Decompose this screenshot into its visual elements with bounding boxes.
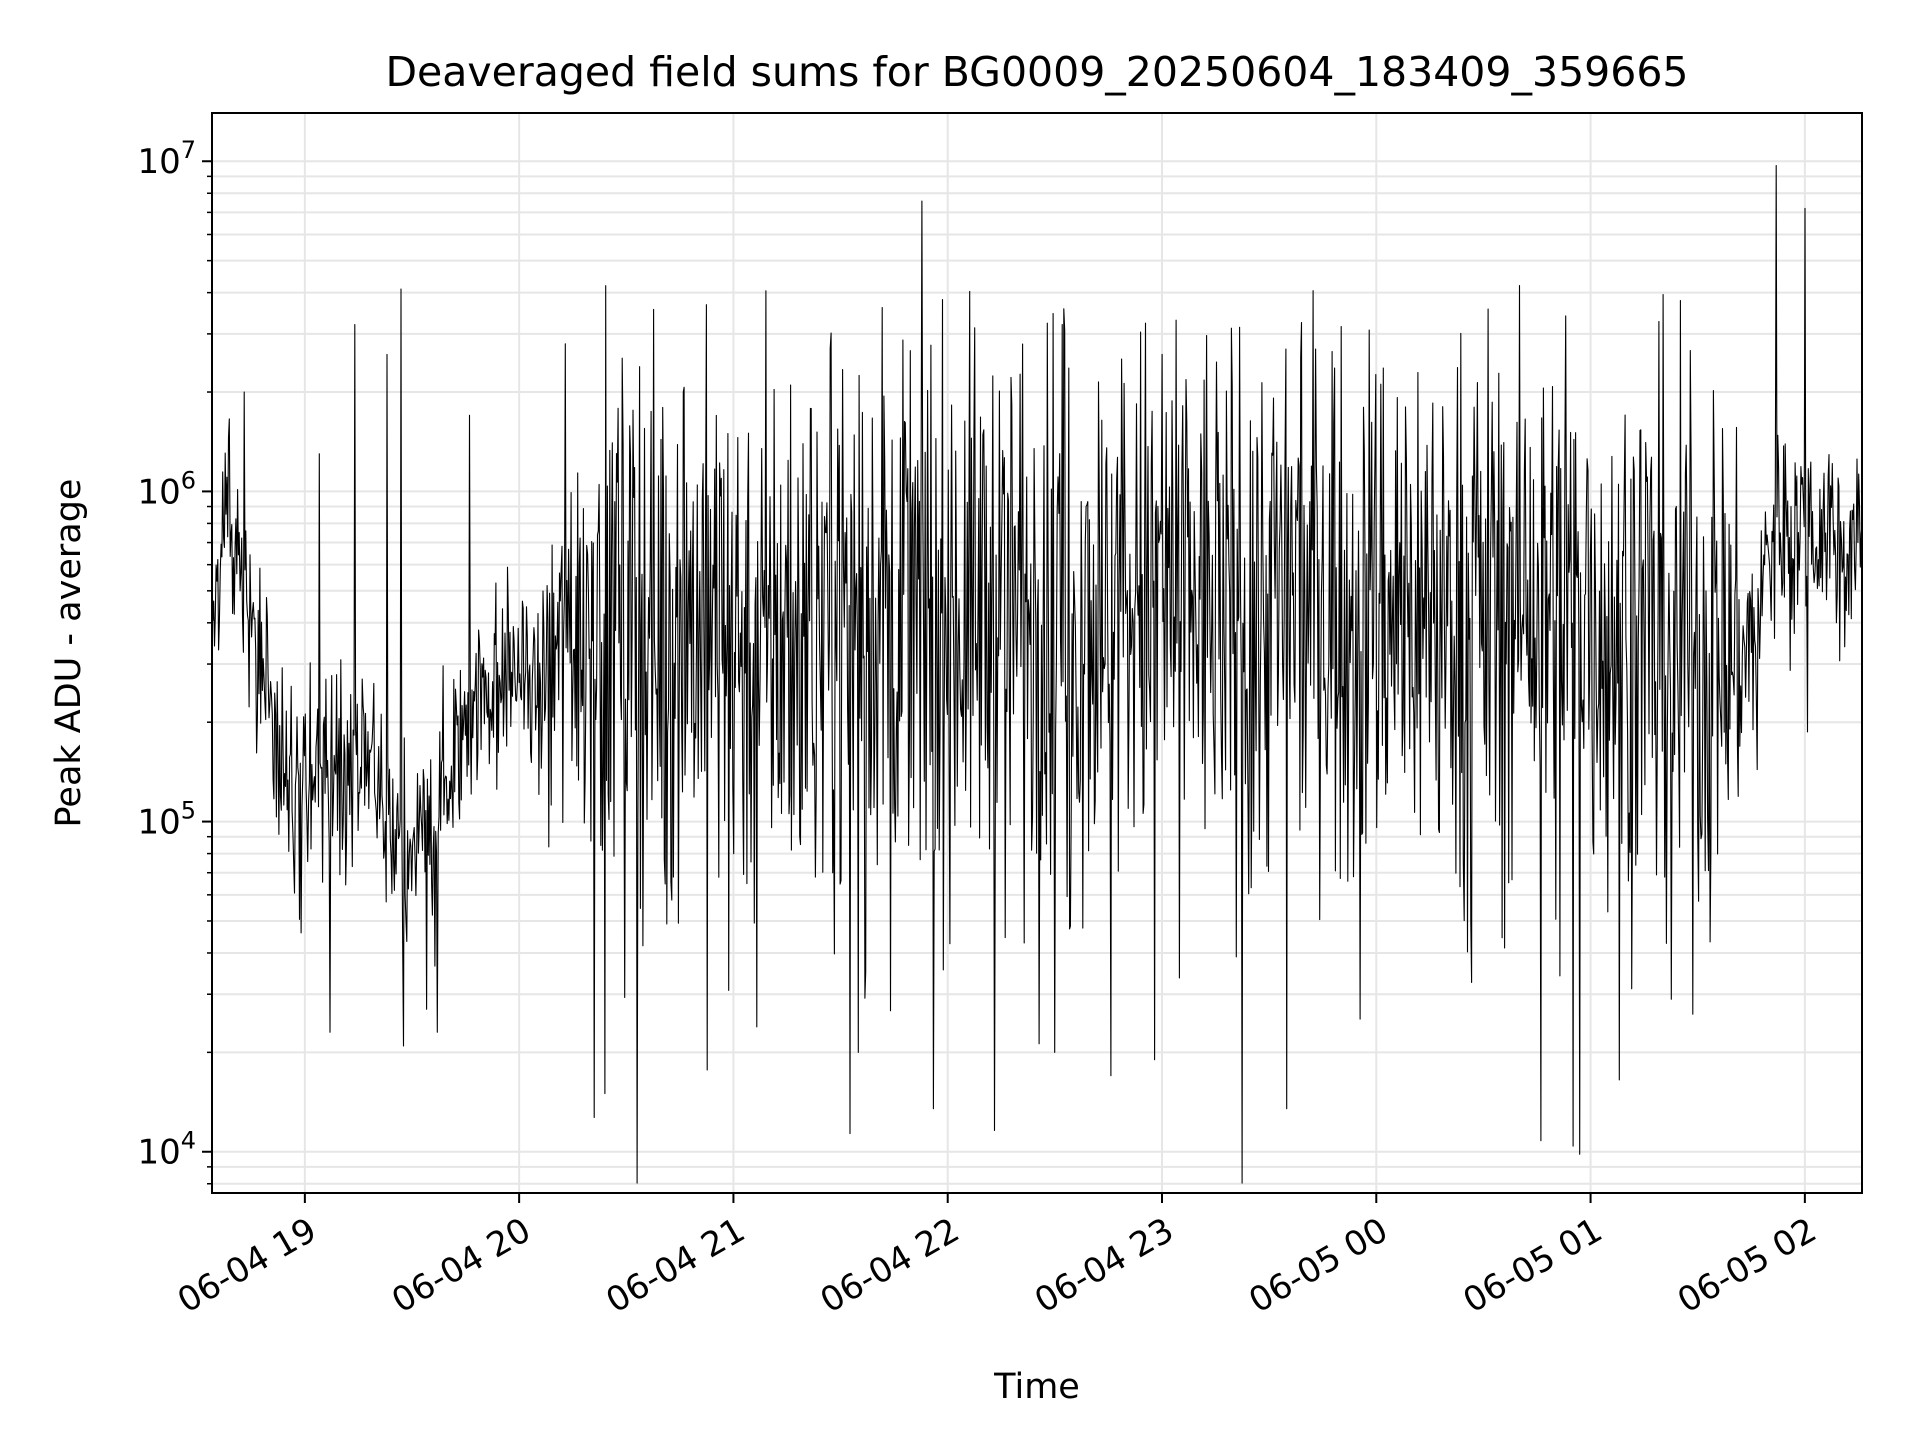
y-tick-label: 107	[137, 136, 196, 182]
y-axis-label: Peak ADU - average	[49, 479, 89, 828]
data-series	[211, 165, 1863, 1184]
y-axis: 104 105 106 107	[137, 136, 212, 1185]
y-tick-label: 105	[137, 797, 196, 843]
series-line	[211, 165, 1863, 1184]
plot-frame	[211, 112, 1863, 1194]
x-axis-label: Time	[993, 1367, 1080, 1407]
y-tick-label: 106	[137, 466, 196, 512]
y-tick-label: 104	[137, 1127, 196, 1173]
chart-title: Deaveraged field sums for BG0009_2025060…	[385, 48, 1688, 96]
